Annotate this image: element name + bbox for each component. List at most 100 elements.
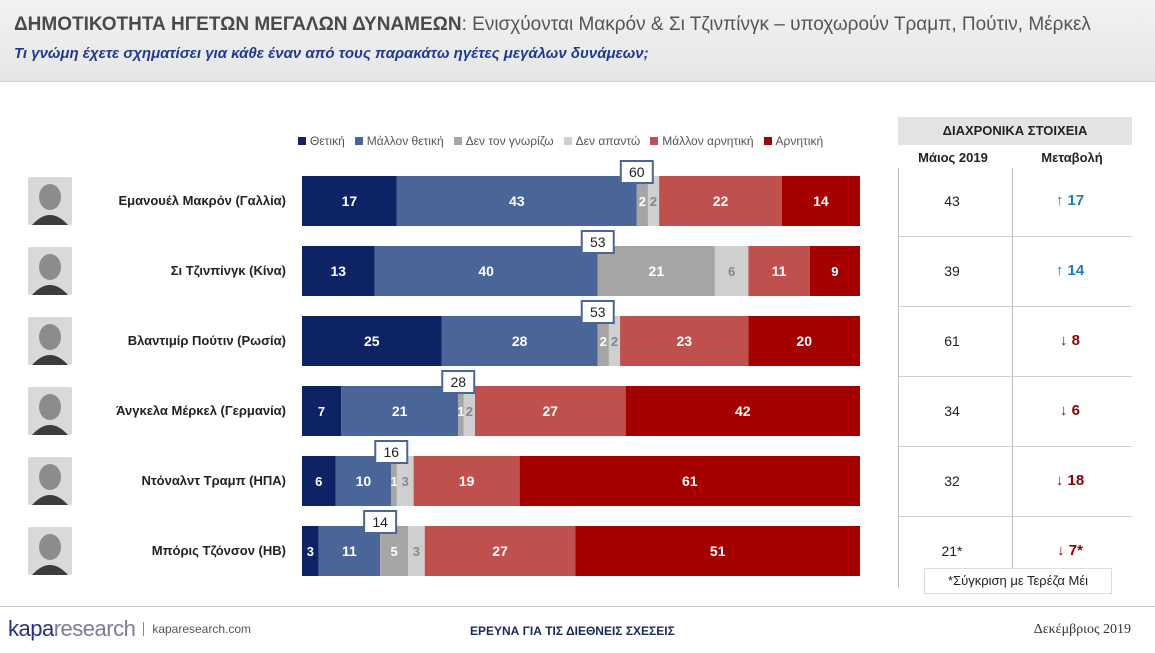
page-subtitle: Τι γνώμη έχετε σχηματίσει για κάθε έναν … [14,45,649,62]
bar-segment [620,316,749,366]
positive-total-label: 60 [629,164,645,180]
header-bar: ΔΗΜΟΤΙΚΟΤΗΤΑ ΗΓΕΤΩΝ ΜΕΓΑΛΩΝ ΔΥΝΑΜΕΩΝ: Εν… [0,0,1155,82]
row-label: Βλαντιμίρ Πούτιν (Ρωσία) [127,333,286,348]
data-label: 3 [307,544,314,559]
change-value: ↓ 18 [1020,472,1120,489]
data-label: 11 [772,263,787,279]
may-2019-value: 61 [944,333,960,349]
arrow-up-icon: ↑ [1055,192,1068,209]
bar-segment [659,176,782,226]
logo-text: kaparesearch [8,616,136,642]
data-label: 2 [611,334,618,349]
bar-segment [441,316,598,366]
row-separator [898,376,1132,377]
data-label: 2 [650,194,657,209]
change-number: 18 [1067,472,1085,489]
title-rest: : Ενισχύονται Μακρόν & Σι Τζινπίνγκ – υπ… [461,14,1091,35]
leader-photo [28,247,72,295]
legend-label: Δεν απαντώ [575,134,641,148]
bar-segment [413,456,520,506]
bar-segment [302,316,442,366]
leader-photo [28,177,72,225]
bar-segment [341,386,459,436]
legend-label: Θετική [310,134,345,148]
may-2019-value: 43 [944,193,960,209]
legend-item: Αρνητική [763,134,824,148]
change-number: 14 [1067,262,1085,279]
leader-photo [28,387,72,435]
legend-swatch [354,137,363,145]
bar-segment [318,526,381,576]
bar-segment [809,246,860,296]
bar-segment [474,386,626,436]
data-label: 2 [466,404,473,419]
bar-segment [302,176,397,226]
bar-segment [748,316,860,366]
bar-segment [608,316,621,366]
data-label: 61 [682,473,698,489]
leader-photo [28,527,72,575]
positive-total-box [580,230,615,254]
positive-total-box [441,370,476,394]
data-label: 2 [639,194,646,209]
data-label: 2 [600,334,607,349]
legend-item: Μάλλον θετική [354,134,444,148]
row-label: Εμανουέλ Μακρόν (Γαλλία) [118,193,286,208]
survey-date: Δεκέμβριος 2019 [1033,622,1131,637]
data-label: 3 [413,544,420,559]
arrow-down-icon: ↓ [1055,472,1068,489]
positive-total-label: 14 [372,514,388,530]
positive-total-label: 53 [590,234,606,250]
data-label: 28 [512,333,528,349]
logo-bold: kapa [8,616,54,641]
legend-item: Δεν τον γνωρίζω [453,134,554,148]
legend-item: Μάλλον αρνητική [650,134,754,148]
row-separator [898,236,1132,237]
row-label: Ντόναλντ Τραμπ (ΗΠΑ) [141,473,286,488]
arrow-down-icon: ↓ [1059,332,1072,349]
change-value: ↑ 14 [1020,262,1120,279]
data-label: 19 [459,473,475,489]
change-value: ↓ 7* [1020,542,1120,559]
bar-segment [374,246,598,296]
leader-photo [28,457,72,505]
data-label: 27 [492,543,508,559]
bar-segment [575,526,860,576]
change-number: 8 [1071,332,1080,349]
bar-segment [424,526,576,576]
bar-segment [302,456,336,506]
col-change: Μεταβολή [1041,150,1103,165]
change-number: 7* [1068,542,1083,559]
legend-swatch [650,137,659,145]
title-bold: ΔΗΜΟΤΙΚΟΤΗΤΑ ΗΓΕΤΩΝ ΜΕΓΑΛΩΝ ΔΥΝΑΜΕΩΝ [14,14,462,35]
bar-segment [647,176,660,226]
bar-segment [302,386,342,436]
positive-total-label: 28 [450,374,466,390]
data-label: 6 [315,474,322,489]
row-label: Άνγκελα Μέρκελ (Γερμανία) [116,403,286,418]
positive-total-box [580,300,615,324]
bar-segment [302,526,319,576]
bar-segment [396,176,637,226]
positive-total-box [619,160,654,184]
bar-segment [519,456,860,506]
chart-legend: Θετική Μάλλον θετική Δεν τον γνωρίζω Δεν απ… [298,133,833,149]
arrow-down-icon: ↓ [1057,542,1069,559]
arrow-up-icon: ↑ [1055,262,1068,279]
data-label: 42 [735,403,751,419]
legend-label: Αρνητική [775,134,824,148]
bar-segment [636,176,648,226]
data-label: 25 [364,333,380,349]
bar-segment [335,456,392,506]
bar-segment [380,526,409,576]
may-2019-value: 32 [944,473,960,489]
positive-total-box [374,440,409,464]
change-value: ↓ 8 [1020,332,1120,349]
row-separator [898,516,1132,517]
data-label: 14 [813,193,829,209]
change-value: ↑ 17 [1020,192,1120,209]
footer-divider [0,606,1155,607]
legend-label: Μάλλον θετική [366,134,444,148]
positive-total-label: 53 [590,304,606,320]
